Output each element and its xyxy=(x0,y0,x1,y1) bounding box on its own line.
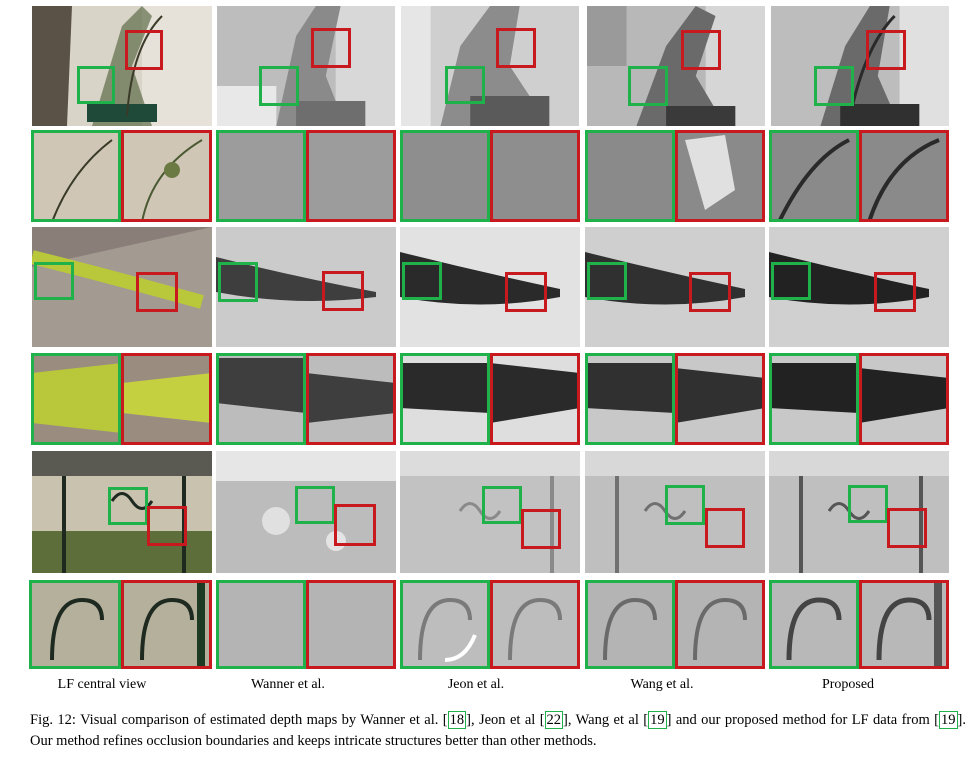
caption-fig-number: Fig. 12: xyxy=(30,712,76,728)
row3-jeon-green-box xyxy=(402,262,442,300)
row2-proposed-red-box xyxy=(859,130,949,222)
row5-wang-red-box xyxy=(705,508,745,548)
row2-wang-green-box xyxy=(585,130,675,222)
row5-wanner-depth xyxy=(216,451,396,573)
row1-green-box xyxy=(77,66,115,104)
row4-jeon-green-box xyxy=(400,353,490,445)
column-label-lf-central-view: LF central view xyxy=(57,677,147,692)
row5-jeon-green-box xyxy=(482,486,522,524)
row3-wang-red-box xyxy=(689,272,731,312)
row5-wanner-red-box xyxy=(334,504,376,546)
row4-lf-green-box xyxy=(31,353,121,445)
row2-lf-red-box xyxy=(121,130,212,222)
row1-wanner-green-box xyxy=(259,66,299,106)
row1-wanner-depth xyxy=(217,6,395,126)
row1-lf-central-view xyxy=(32,6,212,126)
column-label-wanner: Wanner et al. xyxy=(251,677,325,692)
row4-wanner-green-box xyxy=(216,353,306,445)
row2-proposed-green-box xyxy=(769,130,859,222)
row5-proposed-red-box xyxy=(887,508,927,548)
row6-wang-red-box xyxy=(675,580,765,669)
row6-wang-green-box xyxy=(585,580,675,669)
row6-proposed-green-box xyxy=(769,580,859,669)
row4-wanner-red-box xyxy=(306,353,396,445)
row5-jeon-depth xyxy=(400,451,580,573)
row6-lf-red-box xyxy=(121,580,212,669)
row1-proposed-depth xyxy=(771,6,949,126)
row5-wanner-green-box xyxy=(295,486,335,524)
row5-red-box xyxy=(147,506,187,546)
row2-jeon-green-box xyxy=(400,130,490,222)
row1-proposed-green-box xyxy=(814,66,854,106)
row4-proposed-green-box xyxy=(769,353,859,445)
row1-wang-red-box xyxy=(681,30,721,70)
row3-proposed-red-box xyxy=(874,272,916,312)
row6-proposed-red-box xyxy=(859,580,949,669)
column-label-wang: Wang et al. xyxy=(630,677,694,692)
row1-jeon-depth xyxy=(401,6,579,126)
row1-jeon-green-box xyxy=(445,66,485,104)
caption-text-2: ], Jeon et al [ xyxy=(466,712,545,728)
row1-wang-depth xyxy=(587,6,765,126)
row2-wanner-red-box xyxy=(306,130,396,222)
row5-jeon-red-box xyxy=(521,509,561,549)
row6-jeon-green-box xyxy=(400,580,490,669)
citation-link[interactable]: 18 xyxy=(447,711,467,729)
row6-wanner-red-box xyxy=(306,580,396,669)
row2-lf-green-box xyxy=(31,130,121,222)
row5-wang-green-box xyxy=(665,485,705,525)
row3-wanner-green-box xyxy=(218,262,258,302)
row4-wang-red-box xyxy=(675,353,765,445)
row3-proposed-green-box xyxy=(771,262,811,300)
citation-link[interactable]: 19 xyxy=(939,711,958,729)
row1-jeon-red-box xyxy=(496,28,536,68)
caption-text-5: ]. Our method refines occlusion boundari… xyxy=(30,712,966,749)
row3-wang-green-box xyxy=(587,262,627,300)
row6-jeon-red-box xyxy=(490,580,580,669)
column-label-proposed: Proposed xyxy=(821,677,875,692)
row6-wanner-green-box xyxy=(216,580,306,669)
row3-jeon-red-box xyxy=(505,272,547,312)
row3-red-box xyxy=(136,272,178,312)
citation-link[interactable]: 22 xyxy=(544,711,564,729)
caption-text-4: ] and our proposed method for LF data fr… xyxy=(666,712,940,728)
row3-green-box xyxy=(34,262,74,300)
caption-text-3: ], Wang et al [ xyxy=(563,712,649,728)
row3-wanner-red-box xyxy=(322,271,364,311)
row1-wang-green-box xyxy=(628,66,668,106)
row4-lf-red-box xyxy=(121,353,212,445)
row4-wang-green-box xyxy=(585,353,675,445)
figure-caption: Fig. 12: Visual comparison of estimated … xyxy=(30,710,966,752)
row2-jeon-red-box xyxy=(490,130,580,222)
row5-proposed-depth xyxy=(769,451,949,573)
caption-text-1: Visual comparison of estimated depth map… xyxy=(80,712,448,728)
row3-lf-central-view xyxy=(32,227,212,347)
row5-green-box xyxy=(108,487,148,525)
row6-lf-green-box xyxy=(29,580,121,669)
row2-wang-red-box xyxy=(675,130,765,222)
row1-proposed-red-box xyxy=(866,30,906,70)
row2-wanner-green-box xyxy=(216,130,306,222)
row1-wanner-red-box xyxy=(311,28,351,68)
row1-red-box xyxy=(125,30,163,70)
citation-link[interactable]: 19 xyxy=(648,711,667,729)
row5-proposed-green-box xyxy=(848,485,888,523)
row4-jeon-red-box xyxy=(490,353,580,445)
column-label-jeon: Jeon et al. xyxy=(447,677,505,692)
row4-proposed-red-box xyxy=(859,353,949,445)
